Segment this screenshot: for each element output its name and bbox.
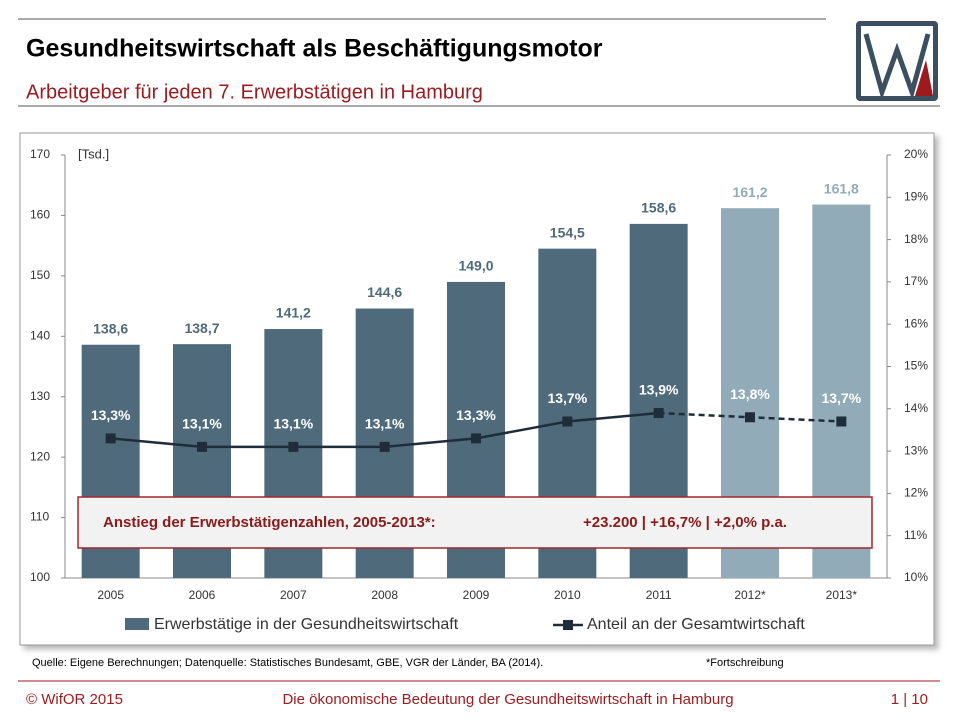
legend-label: Anteil an der Gesamtwirtschaft <box>587 616 805 633</box>
legend-swatch <box>125 618 149 630</box>
slide-title: Gesundheitswirtschaft als Beschäftigungs… <box>26 35 603 63</box>
line-marker <box>288 441 299 452</box>
y2-tick-label: 16% <box>904 316 928 330</box>
y-unit: [Tsd.] <box>78 146 109 161</box>
y2-tick-label: 17% <box>904 274 928 288</box>
line-value-label: 13,1% <box>365 416 405 432</box>
y-tick-label: 130 <box>30 389 50 403</box>
bar-value-label: 141,2 <box>276 305 311 321</box>
x-tick-label: 2007 <box>280 588 307 602</box>
y-tick-label: 140 <box>30 328 50 342</box>
line-value-label: 13,1% <box>182 416 222 432</box>
annotation-box <box>77 496 873 549</box>
source: Quelle: Eigene Berechnungen; Datenquelle… <box>32 657 543 669</box>
bar-value-label: 161,8 <box>824 180 859 196</box>
bar-value-label: 161,2 <box>732 184 767 200</box>
line-marker <box>562 416 573 427</box>
line-marker <box>745 412 755 423</box>
bar-value-label: 138,6 <box>93 320 128 336</box>
line-marker <box>471 433 481 444</box>
y-tick-label: 110 <box>30 510 49 524</box>
slide-subtitle: Arbeitgeber für jeden 7. Erwerbstätigen … <box>26 81 483 103</box>
y2-tick-label: 18% <box>904 232 928 246</box>
logo <box>856 21 938 101</box>
x-tick-label: 2005 <box>97 588 124 602</box>
line-value-label: 13,8% <box>730 386 770 402</box>
bar-value-label: 138,7 <box>184 320 219 336</box>
legend-label: Erwerbstätige in der Gesundheitswirtscha… <box>154 616 459 633</box>
x-tick-label: 2011 <box>646 588 672 602</box>
line-value-label: 13,7% <box>547 390 587 406</box>
y-tick-label: 170 <box>30 147 50 161</box>
bar-value-label: 154,5 <box>550 224 585 240</box>
y2-tick-label: 10% <box>904 570 928 584</box>
line-value-label: 13,7% <box>821 390 861 406</box>
note: *Fortschreibung <box>706 657 784 669</box>
line-value-label: 13,3% <box>91 407 131 423</box>
line-marker <box>197 441 207 452</box>
y2-tick-label: 14% <box>904 401 928 415</box>
y-tick-label: 160 <box>30 208 50 222</box>
line-marker <box>836 416 847 427</box>
x-tick-label: 2010 <box>554 588 581 602</box>
y-tick-label: 150 <box>30 268 50 282</box>
footer-center: Die ökonomische Bedeutung der Gesundheit… <box>282 691 733 708</box>
annotation-label: Anstieg der Erwerbstätigenzahlen, 2005-2… <box>103 514 436 531</box>
bar-value-label: 144,6 <box>367 284 402 300</box>
y2-tick-label: 19% <box>904 189 928 203</box>
y2-tick-label: 11% <box>904 528 927 542</box>
x-tick-label: 2012* <box>734 588 766 602</box>
line-value-label: 13,9% <box>639 382 679 398</box>
y2-tick-label: 12% <box>904 486 928 500</box>
x-tick-label: 2008 <box>371 588 398 602</box>
annotation-value: +23.200 | +16,7% | +2,0% p.a. <box>583 514 787 531</box>
line-value-label: 13,1% <box>273 416 313 432</box>
line-value-label: 13,3% <box>456 407 496 423</box>
y2-tick-label: 20% <box>904 147 928 161</box>
legend-swatch <box>563 620 573 630</box>
x-tick-label: 2006 <box>189 588 216 602</box>
y-tick-label: 120 <box>30 449 50 463</box>
y-tick-label: 100 <box>30 570 50 584</box>
y2-tick-label: 13% <box>904 443 928 457</box>
footer-right: 1 | 10 <box>891 691 928 708</box>
y2-tick-label: 15% <box>904 359 928 373</box>
chart: [Tsd.] 100 110 120 130 140 150 160 170 10% 11% 12% 1… <box>30 146 928 633</box>
line-marker <box>379 441 390 452</box>
x-tick-label: 2013* <box>826 588 858 602</box>
x-tick-label: 2009 <box>463 588 490 602</box>
bar-value-label: 149,0 <box>458 258 493 274</box>
line-marker <box>653 408 664 419</box>
footer-left: © WifOR 2015 <box>26 691 123 708</box>
line-marker <box>105 433 116 444</box>
bar-value-label: 158,6 <box>641 200 676 216</box>
